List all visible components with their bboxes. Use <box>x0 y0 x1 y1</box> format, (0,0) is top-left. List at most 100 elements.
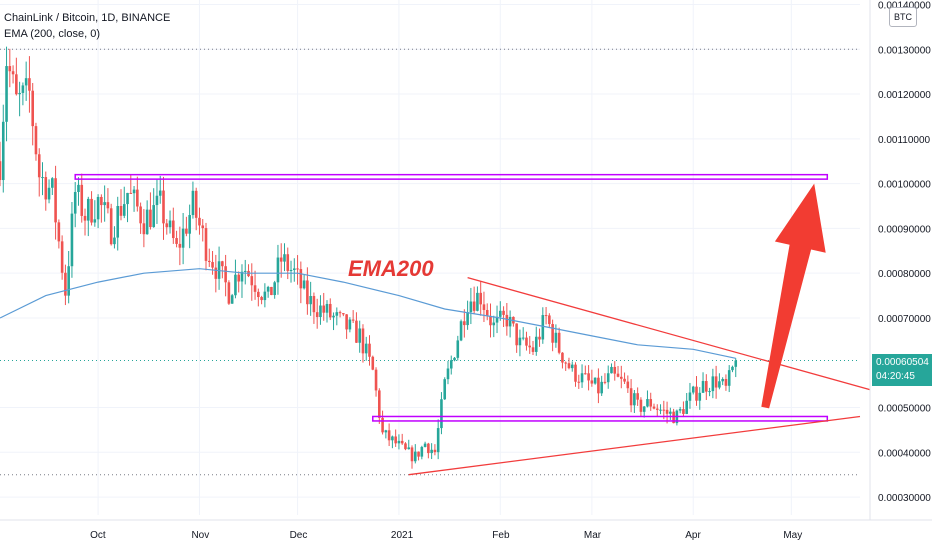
candle-body <box>662 409 666 411</box>
candle-body <box>391 436 394 441</box>
candle-body <box>633 393 636 406</box>
candle-body <box>590 380 594 384</box>
candle-body <box>57 222 61 242</box>
candle-body <box>538 336 541 340</box>
candle-body <box>90 198 93 223</box>
candle-body <box>718 381 721 388</box>
candle-body <box>613 366 617 374</box>
candle-body <box>495 316 499 323</box>
candle-body <box>400 440 404 444</box>
candle-body <box>610 366 613 374</box>
candle-body <box>286 254 290 271</box>
candle-body <box>355 320 358 343</box>
candle-body <box>270 286 273 296</box>
candle-body <box>345 314 348 330</box>
time-tick-label: Dec <box>290 530 308 541</box>
candle-body <box>580 373 584 383</box>
candle-body <box>557 332 561 353</box>
candle-body <box>126 192 129 205</box>
candle-body <box>315 312 319 318</box>
candle-body <box>234 274 237 296</box>
triangle-upper-line[interactable] <box>467 277 870 391</box>
candle-body <box>525 337 528 346</box>
candle-body <box>521 337 525 339</box>
candle-body <box>659 409 662 411</box>
candle-body <box>155 195 159 206</box>
resistance-zone[interactable] <box>74 173 829 180</box>
candle-body <box>70 213 74 267</box>
candle-body <box>606 373 610 383</box>
candle-body <box>77 184 80 192</box>
candle-body <box>672 411 675 424</box>
time-axis[interactable]: Oct Nov Dec 2021 Feb Mar Apr May <box>90 530 802 541</box>
candle-body <box>492 322 496 326</box>
candle-body <box>381 417 384 433</box>
price-tick-label: 0.00110000 <box>878 135 931 146</box>
candle-body <box>328 303 332 318</box>
candle-body <box>100 196 103 206</box>
candle-body <box>407 447 411 450</box>
candle-body <box>37 154 41 178</box>
candle-body <box>551 324 554 343</box>
candle-body <box>384 430 388 433</box>
candle-body <box>142 223 146 235</box>
candle-body <box>721 379 724 382</box>
triangle-trendlines[interactable] <box>408 277 870 476</box>
candle-body <box>28 78 31 91</box>
candle-body <box>96 196 100 220</box>
candle-body <box>463 321 466 326</box>
candle-body <box>374 369 378 391</box>
price-tick-label: 0.00130000 <box>878 45 931 56</box>
candle-body <box>639 399 643 412</box>
candle-body <box>309 296 312 305</box>
candle-body <box>253 285 257 292</box>
time-tick-label: May <box>783 530 802 541</box>
candle-body <box>145 209 149 235</box>
price-tick-label: 0.00080000 <box>878 269 931 280</box>
candle-body <box>371 356 375 370</box>
candle-body <box>394 436 397 444</box>
candle-body <box>227 282 231 304</box>
indicator-legend[interactable]: EMA (200, close, 0) <box>4 28 100 40</box>
current-price-label: 0.00060504 04:20:45 <box>872 354 932 386</box>
price-tick-label: 0.00040000 <box>878 448 931 459</box>
candle-body <box>106 202 110 209</box>
candle-body <box>158 190 162 196</box>
candle-body <box>198 217 201 226</box>
candle-body <box>698 392 702 401</box>
price-axis[interactable]: 0.00140000 0.00130000 0.00120000 0.00110000… <box>878 0 931 504</box>
candle-body <box>306 280 309 305</box>
candle-body <box>574 364 577 382</box>
candle-body <box>531 347 535 352</box>
currency-badge[interactable]: BTC <box>889 7 917 27</box>
candle-body <box>711 376 715 392</box>
candle-body <box>175 238 178 244</box>
up-arrow-annotation[interactable] <box>761 183 826 409</box>
candle-body <box>351 319 355 321</box>
candle-body <box>279 257 283 262</box>
triangle-lower-line[interactable] <box>408 415 861 476</box>
horizontal-zones[interactable] <box>74 173 829 422</box>
candle-body <box>132 189 136 194</box>
candle-body <box>60 241 64 273</box>
time-tick-label: Apr <box>685 530 701 541</box>
candle-body <box>348 319 352 330</box>
candle-body <box>67 266 70 296</box>
candle-body <box>554 332 558 343</box>
candle-body <box>15 74 18 95</box>
candle-body <box>289 269 293 271</box>
candle-body <box>561 352 564 363</box>
candle-body <box>361 328 365 354</box>
time-tick-label: Mar <box>584 530 602 541</box>
candle-body <box>691 386 695 393</box>
candle-body <box>430 449 433 454</box>
candle-body <box>541 315 545 340</box>
candle-body <box>204 228 208 261</box>
candle-body <box>103 202 106 206</box>
support-zone[interactable] <box>372 415 829 422</box>
ema-line <box>0 268 736 359</box>
price-tick-label: 0.00120000 <box>878 90 931 101</box>
candle-body <box>646 399 649 407</box>
candle-body <box>502 310 505 315</box>
